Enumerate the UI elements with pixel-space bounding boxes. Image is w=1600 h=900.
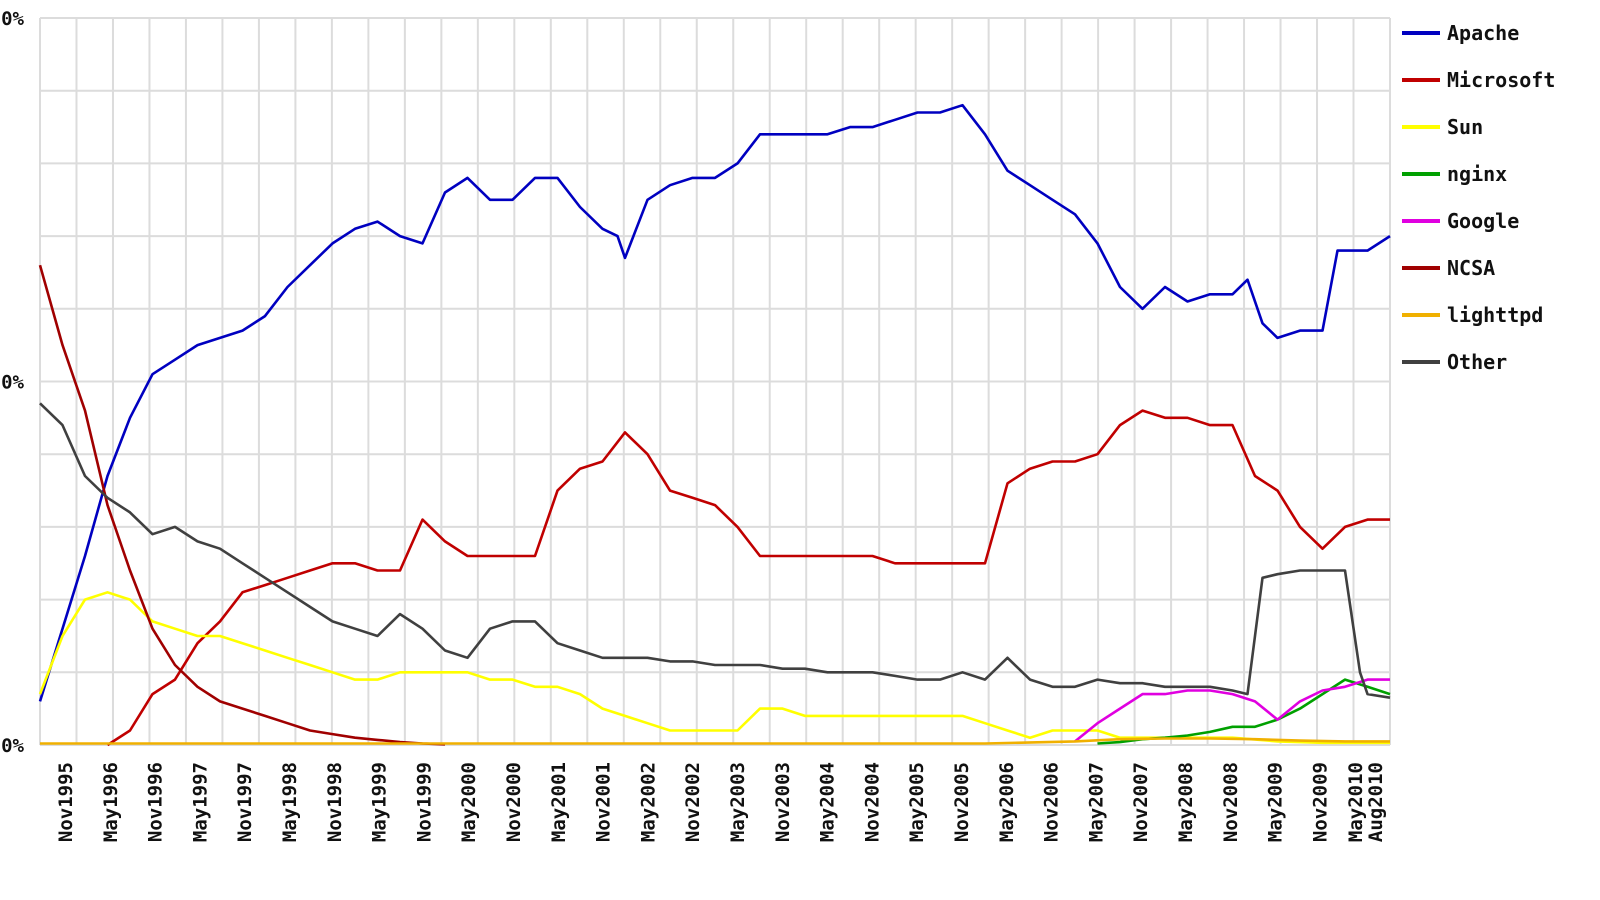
x-tick-label: Nov2004 xyxy=(861,762,883,842)
x-tick-label: Aug2010 xyxy=(1365,762,1387,842)
x-tick-label: May2009 xyxy=(1265,762,1287,842)
x-tick-label: Nov2007 xyxy=(1130,762,1152,842)
legend-label-nginx: nginx xyxy=(1447,162,1507,186)
y-tick-label: 0% xyxy=(1,735,24,757)
y-tick-label: 50% xyxy=(0,372,25,394)
x-tick-label: Nov2002 xyxy=(682,762,704,842)
legend: Apache Microsoft Sun nginx Google NCSA lighttp… xyxy=(1402,21,1555,374)
x-tick-label: May2008 xyxy=(1175,762,1197,842)
x-tick-label: May2010 xyxy=(1345,762,1367,842)
x-tick-label: May1998 xyxy=(279,762,301,842)
legend-label-other: Other xyxy=(1447,350,1507,374)
x-tick-label: May2001 xyxy=(548,762,570,842)
series-line-sun xyxy=(38,590,1390,745)
legend-label-apache: Apache xyxy=(1447,21,1519,45)
x-tick-label: May2007 xyxy=(1085,762,1107,842)
series-line-lighttpd xyxy=(40,737,1390,745)
legend-label-lighttpd: lighttpd xyxy=(1447,303,1543,327)
x-tick-label: Nov2008 xyxy=(1220,762,1242,842)
x-tick-label: May2000 xyxy=(458,762,480,842)
y-tick-label: 100% xyxy=(0,8,25,30)
x-tick-label: May2005 xyxy=(906,762,928,842)
legend-label-microsoft: Microsoft xyxy=(1447,68,1555,92)
x-tick-label: May1999 xyxy=(369,762,391,842)
x-tick-label: Nov1995 xyxy=(55,762,77,842)
x-tick-label: Nov1997 xyxy=(234,762,256,842)
legend-label-sun: Sun xyxy=(1447,115,1483,139)
series-lines xyxy=(38,103,1391,747)
x-tick-label: Nov2000 xyxy=(503,762,525,842)
grid xyxy=(39,17,1391,746)
x-tick-label: May1996 xyxy=(100,762,122,842)
series-line-microsoft xyxy=(106,409,1390,747)
x-tick-label: Nov2006 xyxy=(1041,762,1063,842)
x-tick-label: May2004 xyxy=(817,762,839,842)
x-tick-label: Nov1996 xyxy=(145,762,167,842)
x-tick-label: May1997 xyxy=(189,762,211,842)
series-line-ncsa xyxy=(38,264,446,746)
x-tick-label: May2006 xyxy=(996,762,1018,842)
x-tick-label: May2002 xyxy=(637,762,659,842)
x-tick-label: Nov1999 xyxy=(413,762,435,842)
x-tick-label: Nov2009 xyxy=(1309,762,1331,842)
series-line-other xyxy=(39,402,1391,699)
x-tick-label: Nov2001 xyxy=(593,762,615,842)
x-axis-ticks: Nov1995 May1996 Nov1996 May1997 Nov1997 May19… xyxy=(55,762,1387,842)
legend-label-ncsa: NCSA xyxy=(1447,256,1495,280)
x-tick-label: Nov1998 xyxy=(324,762,346,842)
legend-label-google: Google xyxy=(1447,209,1519,233)
y-axis-ticks: 0% 50% 100% xyxy=(0,8,25,757)
series-line-apache xyxy=(38,103,1391,702)
series-line-google xyxy=(1074,678,1390,743)
x-tick-label: May2003 xyxy=(727,762,749,842)
x-tick-label: Nov2005 xyxy=(951,762,973,842)
x-tick-label: Nov2003 xyxy=(772,762,794,842)
